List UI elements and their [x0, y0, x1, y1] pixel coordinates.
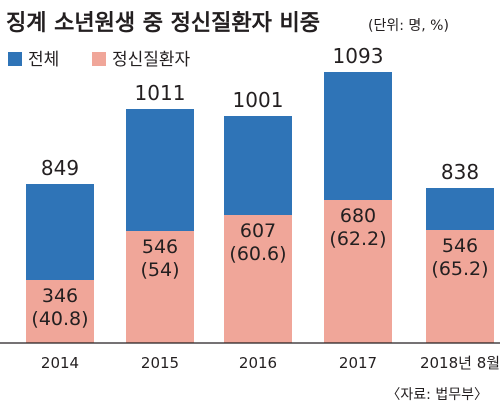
- data-label-mental: 546: [442, 235, 478, 257]
- legend: 전체 정신질환자: [8, 50, 191, 70]
- bars: 849346(40.8)1011546(54)1001607(60.6)1093…: [26, 44, 494, 343]
- source-note: 〈자료: 법무부〉: [386, 387, 488, 403]
- data-label-percent: (40.8): [31, 308, 88, 330]
- data-label-mental: 680: [340, 205, 376, 227]
- legend-swatch-mental: [92, 52, 106, 66]
- legend-swatch-total: [8, 52, 22, 66]
- data-label-mental: 546: [142, 236, 178, 258]
- data-label-percent: (65.2): [431, 258, 488, 280]
- data-label-total: 1011: [135, 81, 186, 105]
- data-label-percent: (62.2): [329, 228, 386, 250]
- data-label-total: 849: [41, 156, 79, 180]
- data-label-percent: (54): [140, 259, 179, 281]
- data-label-total: 1093: [333, 44, 384, 68]
- x-tick-label: 2015: [141, 354, 179, 372]
- legend-label-total: 전체: [28, 50, 59, 70]
- x-tick-label: 2018년 8월: [420, 354, 500, 372]
- x-tick-label: 2016: [239, 354, 277, 372]
- bar-mental: [126, 231, 194, 343]
- data-label-percent: (60.6): [229, 243, 286, 265]
- data-label-total: 838: [441, 160, 479, 184]
- bar-mental: [426, 230, 494, 343]
- unit-label: (단위: 명, %): [368, 18, 449, 34]
- data-label-mental: 346: [42, 285, 78, 307]
- legend-label-mental: 정신질환자: [112, 50, 191, 70]
- x-axis-ticks: 2014 2015 2016 2017 2018년 8월: [41, 354, 500, 372]
- bar-mental: [324, 200, 392, 343]
- bar-mental: [224, 215, 292, 343]
- x-tick-label: 2014: [41, 354, 79, 372]
- bar-mental: [26, 280, 94, 343]
- data-label-mental: 607: [240, 220, 276, 242]
- chart-title: 징계 소년원생 중 정신질환자 비중: [6, 11, 320, 36]
- data-label-total: 1001: [233, 88, 284, 112]
- x-tick-label: 2017: [339, 354, 377, 372]
